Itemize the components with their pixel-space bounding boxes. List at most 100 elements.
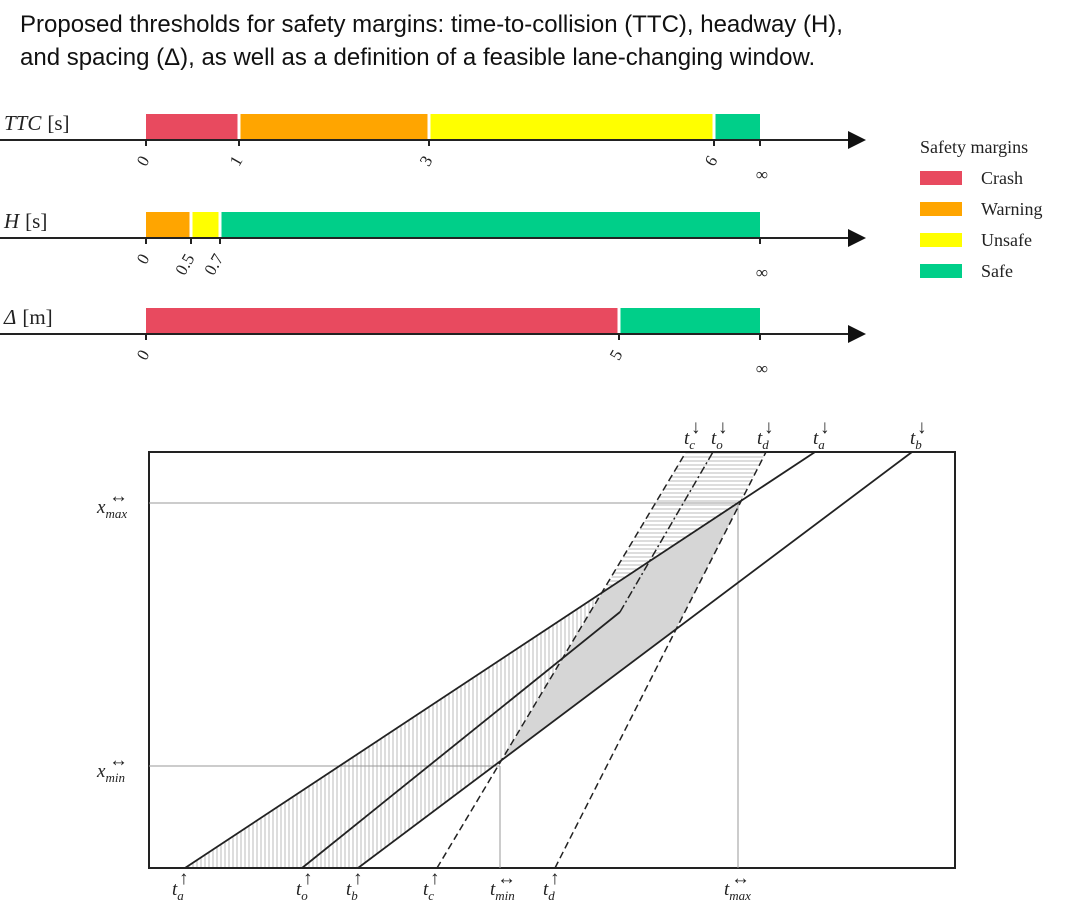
top-label: tc↓: [684, 417, 701, 452]
symbol-base: t: [346, 879, 352, 900]
symbol-superscript: ↔: [109, 750, 128, 771]
tick-label: ∞: [756, 359, 768, 378]
axis-arrow-icon: [848, 131, 866, 149]
bottom-label: to↑: [296, 868, 313, 903]
symbol-label: tc: [684, 428, 695, 452]
safety-margin-axes: TTC [s]0 1 3 6∞H [s]0 0.5 0.7 ∞Δ [m]0 5∞: [0, 111, 866, 378]
symbol-subscript: d: [548, 888, 555, 903]
symbol-subscript: max: [729, 888, 751, 903]
legend-swatch: [920, 233, 962, 247]
symbol-subscript: a: [177, 888, 184, 903]
symbol-label: tb: [346, 879, 358, 903]
symbol-subscript: max: [105, 506, 127, 521]
symbol-label: tc: [423, 879, 434, 903]
tick-label: 0: [133, 153, 154, 170]
feasible-window-region: [502, 501, 741, 760]
symbol-subscript: c: [428, 888, 434, 903]
symbol-superscript: ↔: [731, 868, 750, 889]
bottom-label: td↑: [543, 868, 560, 903]
legend-label: Unsafe: [981, 230, 1032, 250]
symbol-label: xmax: [96, 497, 127, 521]
symbol-superscript: ↔: [109, 486, 128, 507]
figure-caption: Proposed thresholds for safety margins: …: [20, 8, 1060, 74]
symbol-subscript: c: [689, 437, 695, 452]
diagram-frame: [148, 451, 956, 869]
bottom-label: tmax↔: [724, 868, 751, 903]
symbol-superscript: ↔: [497, 868, 516, 889]
bottom-label: tb↑: [346, 868, 363, 903]
trajectory-d-dashed: [554, 451, 767, 869]
symbol-subscript: min: [105, 770, 125, 785]
trajectory-b: [357, 451, 913, 869]
tick-label: 0: [133, 251, 154, 268]
trajectory-a: [184, 451, 816, 869]
axis-variable: H: [3, 209, 21, 233]
caption-line-1: Proposed thresholds for safety margins: …: [20, 11, 843, 38]
axis-ttc: TTC [s] 0 1 3 6 ∞: [0, 111, 866, 184]
axis-variable: TTC: [4, 111, 42, 135]
symbol-label: to: [711, 428, 723, 452]
symbol-base: t: [172, 879, 178, 900]
symbol-superscript: ↓: [764, 417, 774, 438]
caption-line-2: and spacing (Δ), as well as a definition…: [20, 44, 816, 71]
axis-label: TTC [s]: [4, 111, 70, 135]
bottom-label: tc↑: [423, 868, 440, 903]
symbol-superscript: ↑: [179, 868, 189, 889]
segment-safe: [221, 212, 760, 238]
symbol-superscript: ↓: [820, 417, 830, 438]
left-label: xmax↔: [96, 486, 128, 521]
bottom-label: ta↑: [172, 868, 189, 903]
symbol-base: t: [296, 879, 302, 900]
symbol-superscript: ↑: [303, 868, 313, 889]
trajectory-o-dashdot: [619, 451, 714, 613]
symbol-subscript: a: [818, 437, 825, 452]
legend-swatch: [920, 171, 962, 185]
segment-crash: [146, 114, 238, 140]
tick-label: ∞: [756, 263, 768, 282]
tick-label: 0.5: [171, 251, 198, 279]
symbol-label: tb: [910, 428, 922, 452]
axis-label: H [s]: [3, 209, 47, 233]
segment-safe: [620, 308, 760, 334]
symbol-base: t: [490, 879, 496, 900]
legend-item-safe: Safe: [920, 261, 1013, 281]
symbol-label: ta: [172, 879, 184, 903]
legend-swatch: [920, 264, 962, 278]
horizontal-hatch-region: [602, 452, 766, 593]
symbol-superscript: ↓: [718, 417, 728, 438]
symbol-label: tmin: [490, 879, 515, 903]
symbol-base: t: [423, 879, 429, 900]
symbol-subscript: b: [351, 888, 358, 903]
tick-label: ∞: [756, 165, 768, 184]
top-label: ta↓: [813, 417, 830, 452]
top-label: td↓: [757, 417, 774, 452]
trajectory-o: [301, 611, 621, 869]
tick-label: 0: [133, 347, 154, 364]
symbol-label: tmax: [724, 879, 751, 903]
symbol-base: x: [96, 761, 106, 782]
axis-h: H [s] 0 0.5 0.7 ∞: [0, 209, 866, 282]
symbol-subscript: b: [915, 437, 922, 452]
legend-label: Safe: [981, 261, 1013, 281]
symbol-base: t: [757, 428, 763, 449]
bottom-label: tmin↔: [490, 868, 516, 903]
axis-unit: [s]: [47, 111, 69, 135]
tick-label: 1: [226, 153, 247, 170]
symbol-label: to: [296, 879, 308, 903]
symbol-superscript: ↓: [917, 417, 927, 438]
legend-title: Safety margins: [920, 137, 1028, 157]
diagram-labels: tc↓to↓td↓ta↓tb↓ta↑to↑tb↑tc↑tmin↔td↑tmax↔…: [96, 417, 927, 903]
segment-safe: [715, 114, 760, 140]
segment-unsafe: [192, 212, 219, 238]
axis-arrow-icon: [848, 325, 866, 343]
segment-warning: [240, 114, 428, 140]
top-label: tb↓: [910, 417, 927, 452]
symbol-base: t: [910, 428, 916, 449]
axis-delta: Δ [m] 0 5 ∞: [0, 305, 866, 378]
legend-item-crash: Crash: [920, 168, 1023, 188]
axis-unit: [m]: [22, 305, 52, 329]
legend-item-warning: Warning: [920, 199, 1043, 219]
legend: Safety margins Crash Warning Unsafe Safe: [920, 137, 1043, 281]
legend-swatch: [920, 202, 962, 216]
